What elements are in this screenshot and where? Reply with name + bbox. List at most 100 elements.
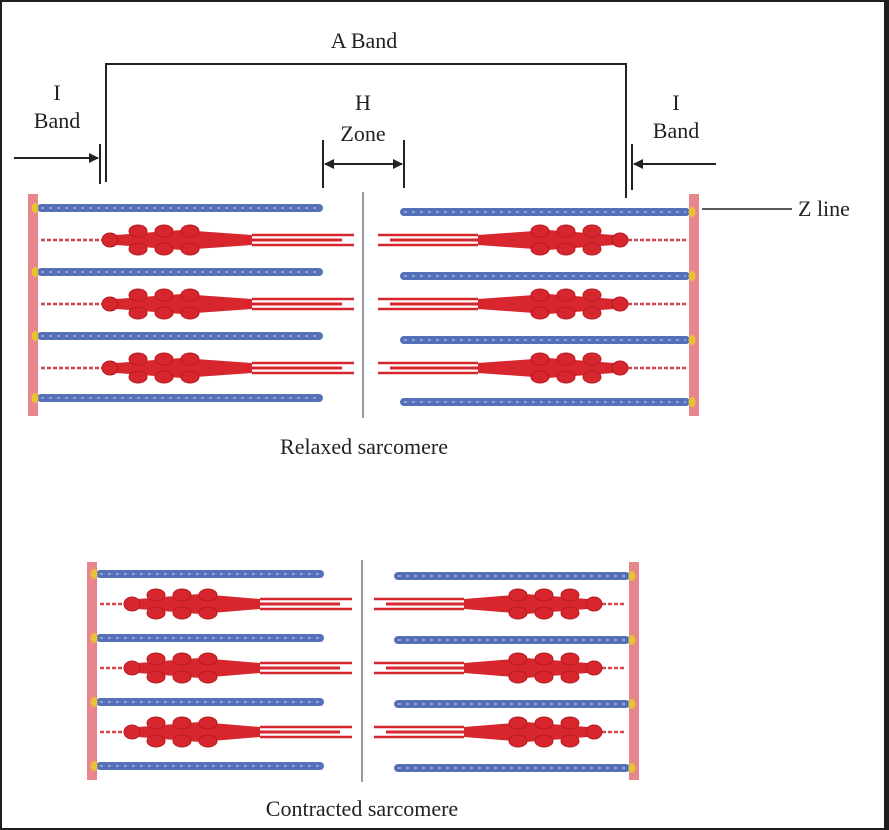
contracted-sarcomere xyxy=(87,560,639,782)
myosin-head xyxy=(582,352,602,366)
myosin-body xyxy=(464,594,588,614)
z-disc-dot xyxy=(90,761,98,771)
myosin-head xyxy=(556,370,576,384)
h-zone-label-line1: H xyxy=(355,90,371,115)
myosin-head xyxy=(556,352,576,366)
myosin-head xyxy=(180,288,200,302)
myosin-head xyxy=(128,242,148,256)
myosin-head xyxy=(611,296,629,312)
myosin-head xyxy=(198,606,218,620)
z-disc-right xyxy=(629,562,639,780)
myosin-body xyxy=(116,230,252,250)
myosin-head xyxy=(128,352,148,366)
myosin-head xyxy=(534,716,554,730)
myosin-head xyxy=(146,588,166,602)
myosin-filament xyxy=(101,224,354,256)
myosin-head xyxy=(154,288,174,302)
z-disc-dot xyxy=(31,203,39,213)
myosin-filament xyxy=(123,652,352,684)
myosin-head xyxy=(172,606,192,620)
relaxed-sarcomere xyxy=(28,192,699,418)
myosin-head xyxy=(534,606,554,620)
myosin-filament xyxy=(123,588,352,620)
i-band-right-label-line2: Band xyxy=(653,118,699,143)
myosin-head xyxy=(172,734,192,748)
z-disc-dot xyxy=(688,207,696,217)
z-disc-dot xyxy=(628,571,636,581)
myosin-head xyxy=(172,652,192,666)
z-disc-left xyxy=(28,194,38,416)
text-labels: A Band I Band H Zone I Band Z line Relax… xyxy=(34,28,850,821)
myosin-head xyxy=(146,716,166,730)
myosin-head xyxy=(508,670,528,684)
myosin-head xyxy=(146,606,166,620)
myosin-head xyxy=(560,670,580,684)
annotations xyxy=(14,63,792,210)
myosin-head xyxy=(611,360,629,376)
myosin-body xyxy=(478,358,614,378)
myosin-filament xyxy=(123,716,352,748)
myosin-head xyxy=(198,716,218,730)
myosin-filament xyxy=(374,716,603,748)
z-disc-dot xyxy=(628,635,636,645)
myosin-head xyxy=(146,670,166,684)
myosin-head xyxy=(560,606,580,620)
myosin-head xyxy=(560,652,580,666)
myosin-head xyxy=(530,306,550,320)
myosin-head xyxy=(534,588,554,602)
myosin-head xyxy=(560,716,580,730)
myosin-head xyxy=(123,660,141,676)
myosin-head xyxy=(556,306,576,320)
z-disc-dot xyxy=(628,699,636,709)
myosin-filament xyxy=(101,288,354,320)
myosin-head xyxy=(556,224,576,238)
myosin-head xyxy=(508,734,528,748)
myosin-head xyxy=(128,288,148,302)
myosin-body xyxy=(138,658,260,678)
myosin-head xyxy=(530,288,550,302)
myosin-head xyxy=(508,606,528,620)
myosin-head xyxy=(582,288,602,302)
z-disc-dot xyxy=(31,331,39,341)
myosin-head xyxy=(530,352,550,366)
myosin-head xyxy=(508,716,528,730)
myosin-body xyxy=(138,594,260,614)
myosin-head xyxy=(101,360,119,376)
i-band-left-label-line1: I xyxy=(53,80,60,105)
z-disc-right xyxy=(689,194,699,416)
myosin-body xyxy=(464,658,588,678)
myosin-head xyxy=(128,224,148,238)
myosin-head xyxy=(582,370,602,384)
myosin-head xyxy=(198,652,218,666)
myosin-head xyxy=(101,232,119,248)
myosin-head xyxy=(154,242,174,256)
z-disc-dot xyxy=(688,271,696,281)
myosin-body xyxy=(138,722,260,742)
myosin-body xyxy=(478,230,614,250)
myosin-head xyxy=(172,716,192,730)
z-disc-dot xyxy=(90,633,98,643)
z-disc-dot xyxy=(31,393,39,403)
z-disc-dot xyxy=(628,763,636,773)
myosin-head xyxy=(508,588,528,602)
myosin-head xyxy=(530,224,550,238)
myosin-head xyxy=(611,232,629,248)
z-disc-dot xyxy=(688,335,696,345)
z-disc-dot xyxy=(90,569,98,579)
myosin-head xyxy=(154,306,174,320)
myosin-head xyxy=(123,596,141,612)
myosin-head xyxy=(560,588,580,602)
myosin-filament xyxy=(378,224,629,256)
myosin-head xyxy=(180,242,200,256)
myosin-head xyxy=(560,734,580,748)
myosin-head xyxy=(172,670,192,684)
myosin-filament xyxy=(374,588,603,620)
myosin-head xyxy=(154,370,174,384)
myosin-body xyxy=(478,294,614,314)
myosin-head xyxy=(154,224,174,238)
myosin-head xyxy=(180,370,200,384)
myosin-head xyxy=(146,652,166,666)
myosin-head xyxy=(128,306,148,320)
myosin-head xyxy=(585,596,603,612)
